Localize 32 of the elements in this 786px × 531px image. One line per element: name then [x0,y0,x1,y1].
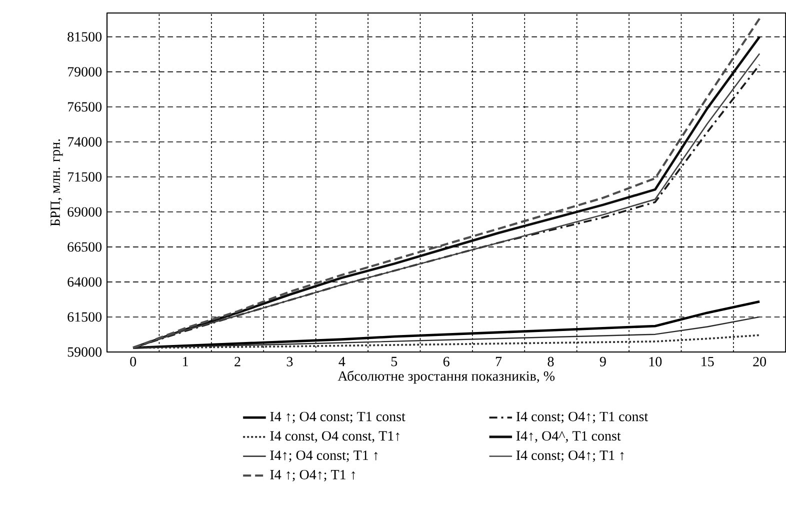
legend-label: I4 ↑; O4↑; T1 ↑ [270,470,355,482]
x-tick-label: 15 [702,356,714,366]
legend-label: I4↑; O4 const; T1 ↑ [270,450,378,462]
x-axis-title: Абсолютне зростання показників, % [338,370,555,384]
legend-label: I4 const, O4 const, T1↑ [270,431,400,443]
y-tick-label: 64000 [68,277,102,287]
x-tick-label: 5 [391,356,398,366]
x-tick-label: 2 [234,356,240,366]
x-tick-label: 0 [130,356,136,366]
x-tick-label: 7 [496,356,502,366]
legend-label: I4 const; O4↑; T1 ↑ [516,450,624,462]
x-tick-label: 10 [649,356,662,366]
y-tick-label: 76500 [68,102,102,112]
legend-label: I4↑, O4^, T1 const [516,431,621,443]
y-tick-label: 79000 [68,67,102,77]
x-tick-label: 6 [443,356,450,366]
y-tick-label: 74000 [68,137,102,147]
x-tick-label: 9 [600,356,606,366]
x-tick-label: 1 [183,356,188,366]
x-tick-label: 20 [753,356,766,366]
y-tick-label: 69000 [68,207,102,217]
x-tick-label: 4 [338,356,346,366]
y-tick-label: 71500 [68,172,102,182]
x-tick-label: 8 [548,356,554,366]
y-tick-label: 66500 [68,242,102,252]
legend-label: I4 ↑; O4 const; T1 const [270,412,406,424]
y-tick-label: 81500 [68,32,102,42]
y-axis-title: БРП, млн. грн. [50,139,63,226]
legend-label: I4 const; O4↑; T1 const [516,412,648,424]
y-tick-label: 59000 [68,347,102,357]
y-tick-label: 61500 [68,312,102,322]
x-tick-label: 3 [286,356,293,366]
